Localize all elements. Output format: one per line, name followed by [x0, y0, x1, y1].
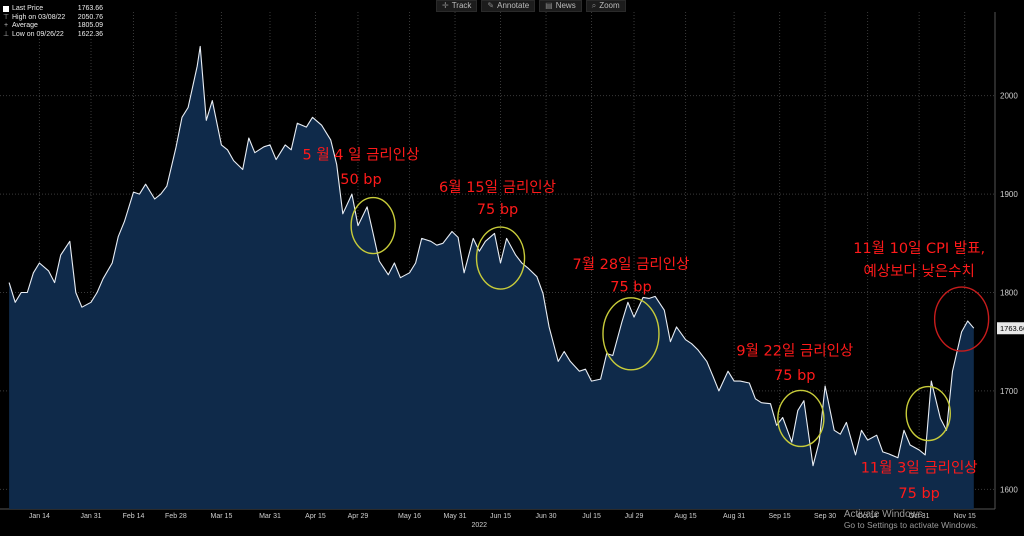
windows-activation-watermark: Activate Windows Go to Settings to activ…	[843, 509, 978, 531]
x-tick-label: Sep 30	[814, 513, 836, 520]
zoom-icon: ⌕	[591, 1, 597, 10]
y-tick-label: 1900	[1000, 190, 1018, 199]
track-label: Track	[451, 1, 472, 10]
annotation-text: 75 bp	[477, 202, 518, 218]
last-price-swatch	[3, 6, 9, 13]
annotation-circle	[602, 297, 660, 371]
legend-label: High on 03/08/22	[12, 13, 66, 21]
x-tick-label: Oct 14	[857, 513, 878, 520]
annotate-button[interactable]: ✎ Annotate	[481, 0, 536, 12]
y-tick-label: 2000	[1000, 92, 1018, 101]
annotation-text: 11월 10일 CPI 발표,	[853, 240, 985, 257]
x-tick-label: Mar 15	[211, 513, 233, 520]
annotation-text: 7월 28일 금리인상	[573, 256, 690, 273]
annotation-circle	[905, 385, 951, 442]
legend-label: Low on 09/26/22	[12, 30, 64, 38]
x-tick-label: Mar 31	[259, 513, 281, 520]
legend-low: ⊥ Low on 09/26/22 1622.36	[3, 31, 103, 40]
annotate-label: Annotate	[497, 1, 530, 10]
x-tick-label: Jul 29	[625, 513, 644, 520]
y-tick-label: 1700	[1000, 387, 1018, 396]
x-tick-label: May 31	[444, 513, 467, 520]
watermark-title: Activate Windows	[843, 509, 923, 520]
annotation-text: 75 bp	[610, 280, 651, 296]
x-tick-label: Jun 15	[490, 513, 511, 520]
chart-legend: Last Price 1763.66 ⊤ High on 03/08/22 205…	[3, 5, 103, 39]
x-tick-label: Jan 14	[29, 513, 50, 520]
annotation-text: 75 bp	[774, 368, 815, 384]
low-marker-icon: ⊥	[3, 30, 10, 38]
x-tick-label: Aug 31	[723, 513, 745, 520]
x-tick-label: Sep 15	[769, 513, 791, 520]
legend-high: ⊤ High on 03/08/22 2050.76	[3, 14, 103, 23]
last-price-tag	[997, 322, 1024, 335]
annotation-text: 75 bp	[898, 486, 939, 502]
legend-value: 1805.09	[77, 22, 103, 29]
legend-value: 1622.36	[77, 30, 103, 38]
last-price-tag-label: 1763.66	[1000, 324, 1024, 333]
legend-value: 2050.76	[77, 13, 103, 21]
legend-last-price: Last Price 1763.66	[3, 5, 103, 14]
track-button[interactable]: ✛ Track	[436, 0, 478, 12]
x-tick-label: Apr 15	[305, 513, 326, 520]
average-marker-icon: +	[3, 22, 9, 29]
legend-label: Last Price	[12, 5, 44, 12]
annotation-circle	[777, 389, 825, 448]
news-icon: ▤	[545, 1, 553, 10]
high-marker-icon: ⊤	[3, 13, 10, 21]
annotation-text: 9월 22일 금리인상	[736, 342, 853, 359]
annotation-text: 6월 15일 금리인상	[439, 179, 556, 196]
x-tick-label: Oct 31	[909, 513, 930, 520]
y-tick-label: 1600	[1000, 485, 1018, 494]
x-tick-label: Jul 15	[582, 513, 601, 520]
y-tick-label: 1800	[1000, 288, 1018, 297]
x-tick-label: May 16	[398, 513, 421, 520]
x-tick-label: Feb 28	[165, 513, 187, 520]
annotation-text: 예상보다 낮은수치	[863, 263, 974, 280]
crosshair-icon: ✛	[442, 1, 449, 10]
legend-average: + Average 1805.09	[3, 22, 103, 31]
x-tick-label: Nov 15	[954, 513, 976, 520]
annotation-text: 50 bp	[340, 172, 381, 188]
zoom-label: Zoom	[599, 1, 620, 10]
price-area	[9, 46, 974, 510]
year-label: 2022	[472, 522, 488, 529]
pencil-icon: ✎	[487, 1, 495, 10]
legend-value: 1763.66	[77, 5, 103, 12]
chart-toolbar: ✛ Track ✎ Annotate ▤ News ⌕ Zoom	[436, 0, 626, 12]
annotation-text: 11월 3일 금리인상	[861, 460, 978, 477]
annotation-circle	[933, 286, 990, 352]
watermark-subtitle: Go to Settings to activate Windows.	[843, 520, 978, 530]
x-tick-label: Aug 15	[674, 513, 696, 520]
news-button[interactable]: ▤ News	[539, 0, 582, 12]
news-label: News	[555, 1, 576, 10]
legend-label: Average	[12, 22, 38, 29]
zoom-button[interactable]: ⌕ Zoom	[585, 0, 626, 12]
annotation-circle	[475, 226, 526, 290]
x-tick-label: Apr 29	[348, 513, 369, 520]
price-line	[8, 45, 975, 467]
annotation-circle	[350, 196, 396, 255]
x-tick-label: Jan 31	[80, 513, 101, 520]
annotation-text: 5 월 4 일 금리인상	[303, 147, 420, 164]
x-tick-label: Feb 14	[123, 513, 145, 520]
x-tick-label: Jun 30	[536, 513, 557, 520]
